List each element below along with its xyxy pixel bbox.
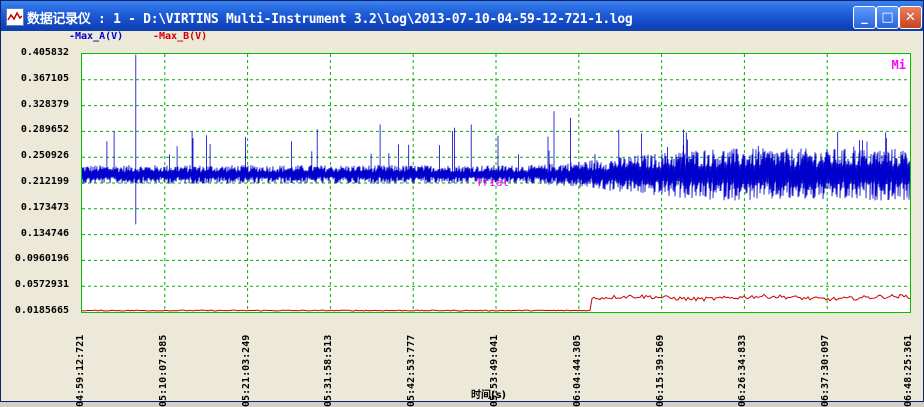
series-max-b-line (82, 293, 910, 312)
series-max-a-line (82, 54, 910, 225)
maximize-button[interactable]: □ (876, 6, 899, 29)
legend-item-max-a: -Max_A(V) (69, 31, 124, 42)
x-tick-label: 04:59:12:721 (75, 334, 86, 407)
chart-canvas (82, 54, 910, 312)
x-tick-label: 05:10:07:985 (157, 334, 169, 407)
y-tick-label: 0.289652 (20, 124, 69, 136)
close-icon: ✕ (905, 10, 916, 25)
x-tick-label: 06:26:34:833 (737, 334, 749, 407)
x-tick-label: 05:42:53:777 (406, 334, 418, 407)
window-title: 数据记录仪 : 1 - D:\VIRTINS Multi-Instrument … (27, 12, 633, 27)
close-button[interactable]: ✕ (899, 6, 922, 29)
minimize-button[interactable]: _ (853, 6, 876, 29)
chart-plot-area[interactable]: Mi Trial (81, 53, 911, 313)
x-axis-title: 时间(s) (471, 390, 507, 401)
x-tick-label: 05:31:58:513 (323, 334, 335, 407)
y-tick-label: 0.250926 (20, 150, 69, 162)
y-tick-label: 0.173473 (20, 201, 69, 213)
x-tick-label: 06:48:25:361 (903, 334, 914, 407)
x-tick-label: 05:21:03:249 (240, 334, 252, 407)
legend-item-max-b: -Max_B(V) (153, 31, 208, 42)
corner-label: Mi (891, 58, 906, 72)
y-tick-label: 0.134746 (20, 227, 69, 239)
y-tick-label: 0.212199 (20, 176, 69, 187)
app-icon (6, 8, 24, 26)
minimize-icon: _ (861, 10, 868, 25)
y-tick-label: 0.0185665 (14, 305, 69, 316)
maximize-icon: □ (881, 10, 894, 25)
x-tick-label: 06:37:30:097 (820, 334, 832, 407)
chart-grid (82, 54, 910, 312)
y-tick-label: 0.0572931 (14, 279, 69, 291)
x-tick-label: 06:04:44:305 (571, 334, 583, 407)
y-tick-label: 0.0960196 (14, 253, 69, 265)
trial-watermark: Trial (476, 176, 510, 189)
y-tick-label: 0.367105 (20, 72, 69, 84)
y-tick-label: 0.405832 (20, 47, 69, 58)
x-tick-label: 06:15:39:569 (654, 334, 666, 407)
title-bar[interactable]: 数据记录仪 : 1 - D:\VIRTINS Multi-Instrument … (1, 1, 923, 31)
y-tick-label: 0.328379 (20, 98, 69, 110)
